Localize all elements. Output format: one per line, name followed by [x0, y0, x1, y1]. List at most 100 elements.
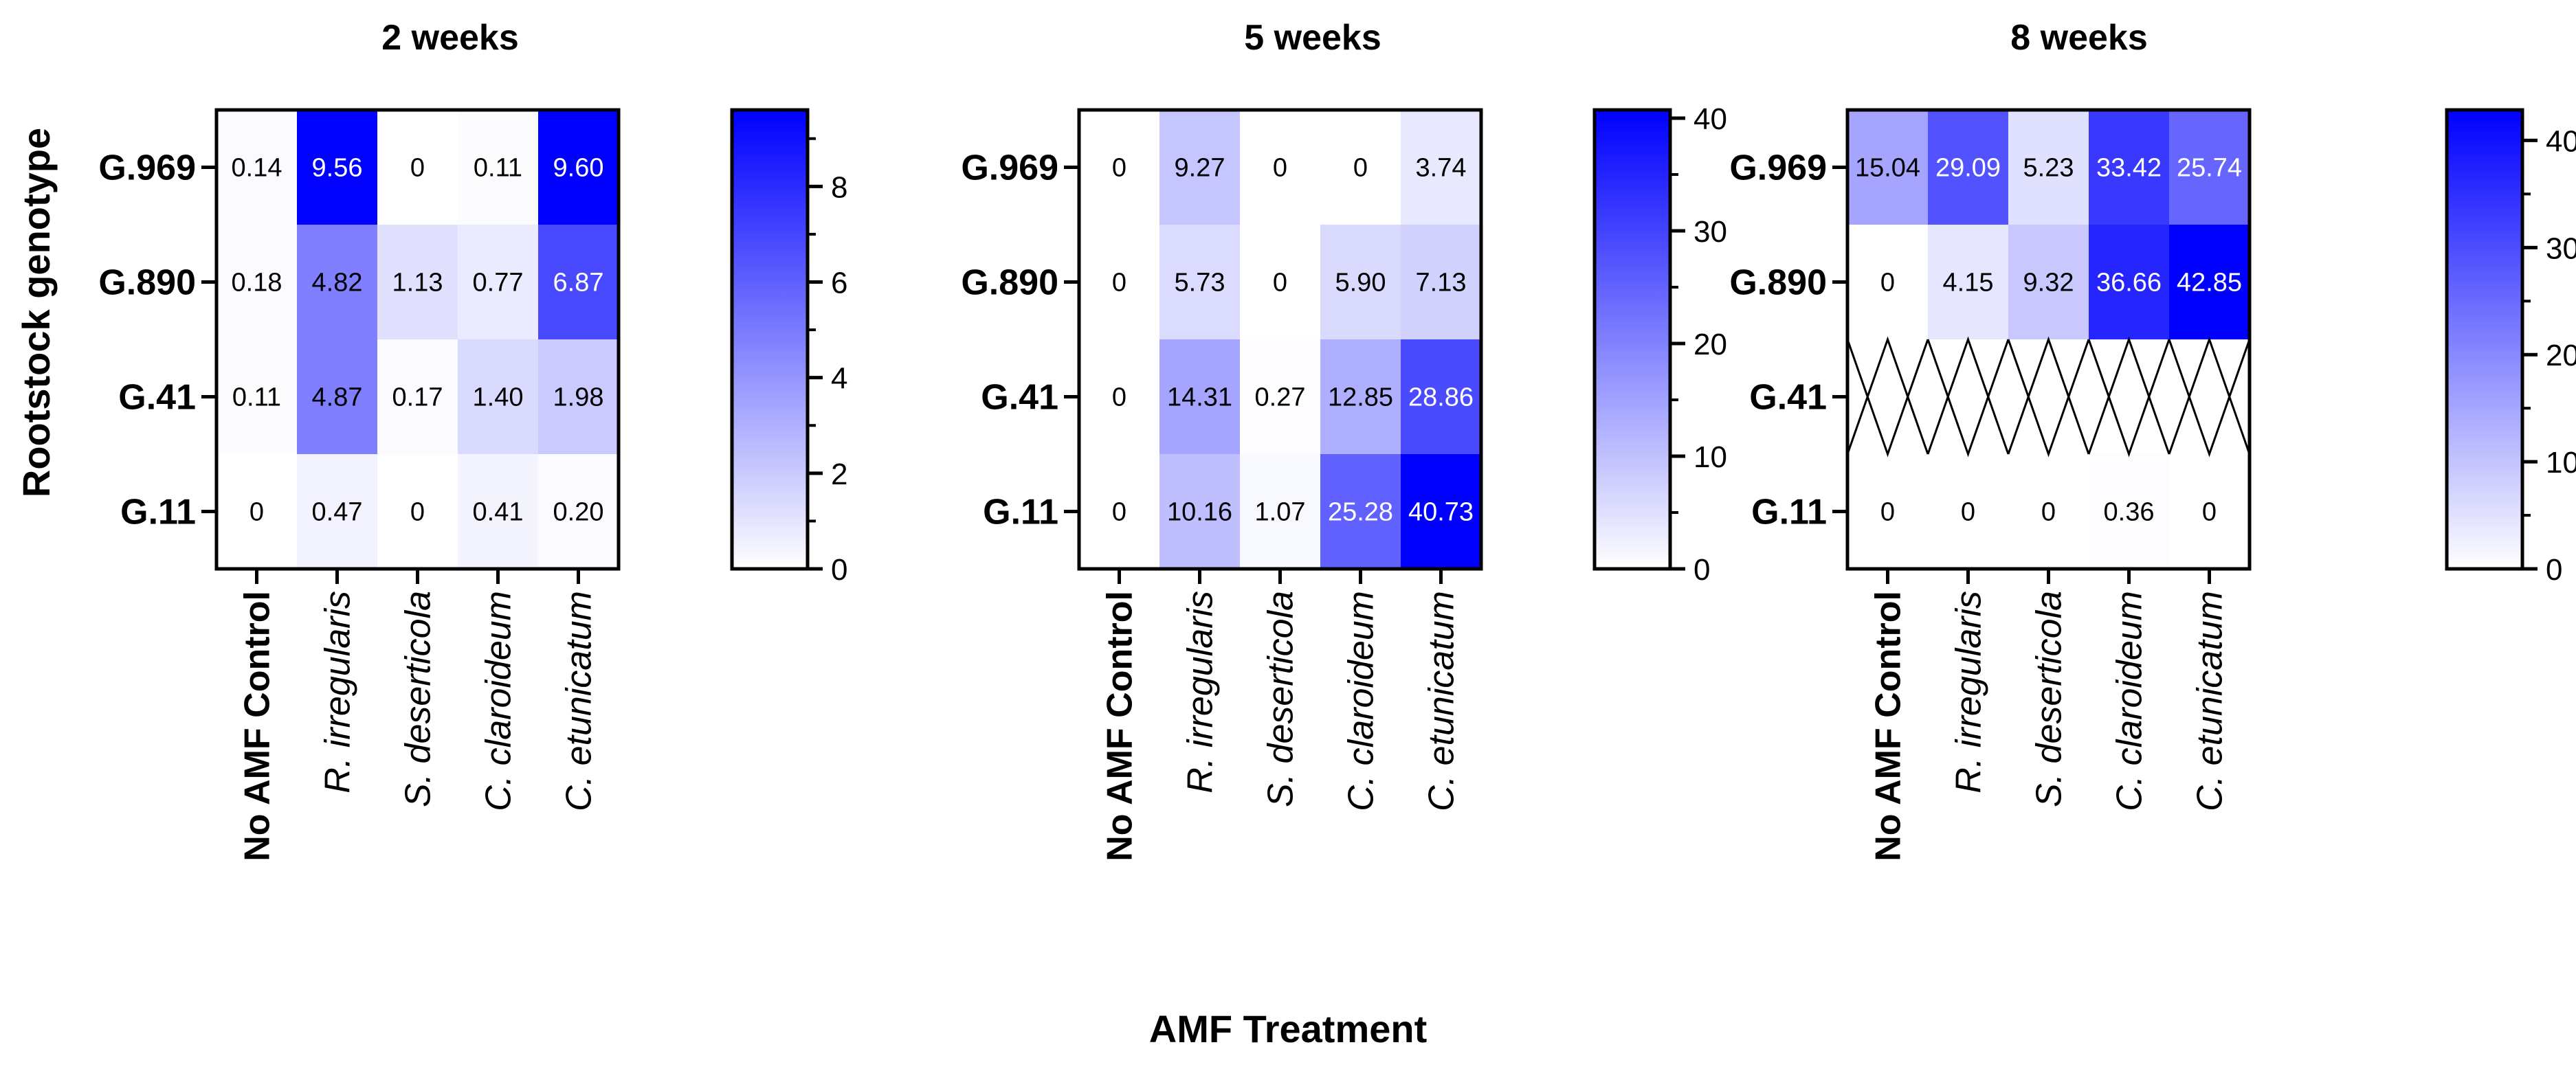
cell-value-label: 0.41	[473, 498, 524, 527]
colorbar-tick-label: 20	[1694, 328, 1727, 361]
heatmap-cell	[297, 454, 377, 569]
cell-value-label: 0.18	[232, 269, 282, 297]
cell-value-label: 0	[1273, 269, 1287, 297]
cell-value-label: 4.15	[1943, 269, 1994, 297]
cell-value-label: 0.17	[392, 383, 443, 412]
cell-value-label: 0.20	[553, 498, 604, 527]
column-label: C. etunicatum	[1422, 591, 1462, 811]
heatmap-cell	[538, 339, 619, 454]
colorbar-tick-label: 40	[2546, 124, 2576, 158]
heatmap-cell	[2169, 454, 2250, 569]
heatmap-cell	[1079, 454, 1159, 569]
row-label: G.41	[118, 378, 196, 418]
heatmap-cell	[2169, 110, 2250, 225]
heatmap-cell	[1928, 225, 2008, 339]
heatmap-cell	[1401, 339, 1481, 454]
column-label: No AMF Control	[1869, 591, 1909, 862]
cell-value-label: 12.85	[1328, 383, 1393, 412]
cell-value-label: 0	[1112, 498, 1126, 527]
heatmap-cell	[2089, 110, 2169, 225]
cell-value-label: 15.04	[1855, 154, 1920, 183]
colorbar-tick-label: 0	[2546, 553, 2562, 587]
heatmap-cell	[377, 110, 458, 225]
heatmap-cell	[297, 225, 377, 339]
cell-value-label: 0.14	[232, 154, 282, 183]
row-label: G.11	[983, 493, 1058, 532]
heatmap-cell	[1079, 110, 1159, 225]
colorbar-tick-label: 20	[2546, 339, 2576, 372]
cell-value-label: 25.28	[1328, 498, 1393, 527]
cell-value-label: 9.60	[553, 154, 604, 183]
heatmap-cell	[377, 225, 458, 339]
cell-value-label: 33.42	[2096, 154, 2162, 183]
colorbar-tick-label: 40	[1694, 102, 1727, 136]
heatmap-cell	[1079, 339, 1159, 454]
panel-2: 5 weeks 0 9.27 0 0 3.74 0 5.73 0 5.90 7.13 0 14.31 0.…	[961, 18, 1727, 862]
row-label: G.969	[961, 148, 1058, 188]
heatmap-cell	[1079, 225, 1159, 339]
heatmap-cell	[216, 454, 297, 569]
cell-value-label: 0	[1961, 498, 1975, 527]
heatmap-cell	[1401, 454, 1481, 569]
heatmap-cell	[458, 110, 538, 225]
cell-value-label: 0	[1112, 269, 1126, 297]
column-label: S. deserticola	[2030, 591, 2069, 807]
cell-value-label: 0.11	[474, 154, 522, 183]
heatmap-cell	[458, 225, 538, 339]
column-label: R. irregularis	[318, 591, 358, 794]
row-label: G.969	[98, 148, 196, 188]
heatmap-cell	[297, 110, 377, 225]
colorbar-tick-label: 0	[1694, 553, 1710, 587]
heatmap-cell	[216, 225, 297, 339]
heatmap-cell	[2008, 454, 2089, 569]
cell-value-label: 0	[1112, 154, 1126, 183]
cell-value-label: 0	[1112, 383, 1126, 412]
cell-value-label: 0	[2041, 498, 2056, 527]
heatmap-cell	[538, 454, 619, 569]
heatmap-cell	[1240, 225, 1320, 339]
heatmap-cell	[458, 339, 538, 454]
heatmap-cell	[538, 110, 619, 225]
cell-value-label: 1.07	[1255, 498, 1306, 527]
colorbar-tick-label: 2	[831, 458, 847, 491]
row-label: G.969	[1729, 148, 1827, 188]
column-label: No AMF Control	[238, 591, 278, 862]
heatmap-cell	[1847, 454, 1928, 569]
cell-value-label: 7.13	[1416, 269, 1467, 297]
colorbar	[730, 108, 810, 571]
heatmap-cell	[1240, 339, 1320, 454]
cell-value-label: 0.77	[473, 269, 524, 297]
cell-value-label: 0	[1880, 269, 1895, 297]
cell-value-label: 0.36	[2104, 498, 2155, 527]
colorbar-tick-label: 30	[2546, 232, 2576, 265]
cell-value-label: 5.73	[1175, 269, 1225, 297]
heatmap-cell	[216, 339, 297, 454]
heatmap-cell	[1847, 110, 1928, 225]
row-label: G.890	[1729, 263, 1827, 303]
heatmap-cell	[1928, 454, 2008, 569]
heatmap-cell	[538, 225, 619, 339]
cell-value-label: 0	[410, 498, 425, 527]
heatmap-cell	[2008, 110, 2089, 225]
heatmap-cell	[216, 110, 297, 225]
row-label: G.41	[981, 378, 1058, 418]
colorbar-tick-label: 8	[831, 170, 847, 204]
cell-value-label: 0	[1353, 154, 1368, 183]
cell-value-label: 0.11	[232, 383, 281, 412]
cell-value-label: 5.23	[2023, 154, 2074, 183]
panel-title: 5 weeks	[1244, 18, 1381, 58]
row-label: G.890	[961, 263, 1058, 303]
cell-value-label: 42.85	[2177, 269, 2242, 297]
heatmap-cell	[458, 454, 538, 569]
heatmap-cell	[1159, 339, 1240, 454]
cell-value-label: 9.56	[312, 154, 363, 183]
heatmap-cell	[297, 339, 377, 454]
heatmap-cell	[1159, 110, 1240, 225]
cell-value-label: 0	[1880, 498, 1895, 527]
cell-value-label: 29.09	[1935, 154, 2001, 183]
colorbar-tick-label: 0	[831, 553, 847, 587]
heatmap-cell	[377, 454, 458, 569]
cell-value-label: 1.13	[392, 269, 443, 297]
heatmap-cell	[1320, 110, 1401, 225]
missing-data-hatch	[1846, 336, 2251, 458]
